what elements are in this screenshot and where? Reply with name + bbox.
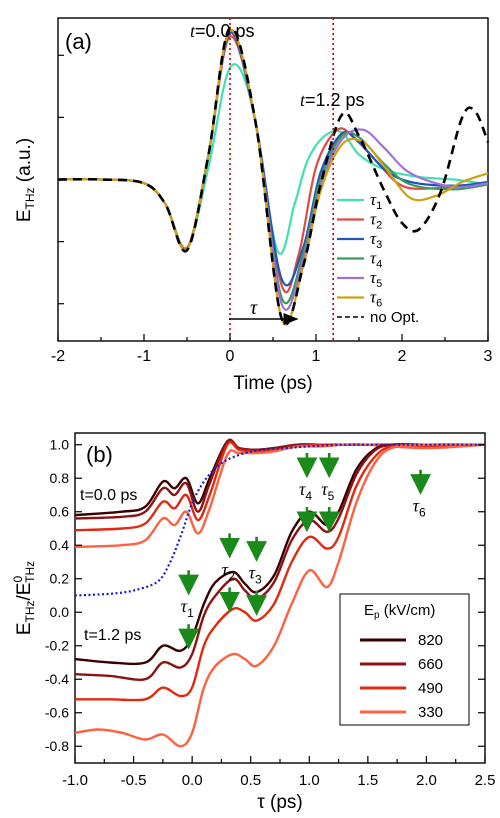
panel-b-y-tick-label-3: -0.4 (45, 671, 69, 687)
panel-b-y-tick-label-2: -0.6 (45, 705, 69, 721)
panel-a-series-line-1 (57, 63, 489, 255)
panel-a-legend-label-7: no Opt. (370, 309, 419, 326)
panel-b-t1-annotation: t=1.2 ps (84, 627, 141, 644)
panel-b-x-tick-label-7: 2.0 (416, 772, 437, 789)
panel-b-series-line-7 (75, 443, 486, 702)
panel-a-legend-label-5: τ5 (370, 268, 382, 290)
panel-a-legend-label-2: τ2 (370, 210, 382, 232)
panel-b-x-tick-label-5: 1.0 (299, 772, 320, 789)
panel-b-y-tick-label-10: 1.0 (50, 437, 70, 453)
panel-a-series-line-7 (57, 26, 490, 326)
panel-b-legend: Ep (kV/cm) 820 660 490 330 (339, 593, 470, 726)
panel-a-x-tick-label-5: 2 (398, 348, 407, 365)
panel-a-x-axis-label: Time (ps) (233, 373, 313, 394)
panel-a-tau-arrow-label: τ (250, 297, 258, 319)
panel-b-label: (b) (86, 442, 113, 467)
panel-b-y-tick-label-6: 0.2 (50, 571, 70, 587)
panel-b-y-tick-label-1: -0.8 (45, 738, 69, 754)
panel-b-ticks: -1.0 -0.5 0.0 0.5 1.0 1.5 2.0 2.5 -0.8 -0.6 -0.4 -0… (45, 437, 496, 789)
panel-b-x-tick-label-4: 0.5 (240, 772, 261, 789)
panel-b-tau-markers: τ1 τ2 τ3 τ4 τ5 τ6 (178, 452, 431, 650)
panel-b-x-tick-label-8: 2.5 (475, 772, 496, 789)
panel-a-label: (a) (65, 29, 92, 54)
panel-b-x-tick-label-3: 0.0 (182, 772, 203, 789)
panel-a-x-tick-label-4: 1 (312, 348, 321, 365)
panel-a-legend-label-4: τ4 (370, 249, 382, 271)
panel-a-x-tick-label-1: -2 (51, 348, 65, 365)
panel-a: -2 -1 0 1 2 3 (a) t=0.0 ps t=1.2 ps τ τ1τ2τ3τ… (14, 17, 493, 394)
panel-b-tau-label-6: τ6 (413, 496, 426, 520)
panel-a-t1-annotation: t=1.2 ps (300, 90, 365, 110)
panel-b-y-tick-label-8: 0.6 (50, 504, 70, 520)
panel-a-legend-label-1: τ1 (370, 190, 382, 212)
panel-a-series (57, 26, 490, 326)
panel-b-tau-label-5: τ5 (321, 479, 334, 503)
panel-b-series-line-8 (74, 443, 486, 748)
panel-b-legend-label-2: 660 (418, 656, 443, 673)
panel-b-series-line-9 (74, 443, 485, 597)
panel-a-t0-annotation: t=0.0 ps (190, 21, 255, 41)
panel-a-x-tick-label-3: 0 (226, 348, 235, 365)
panel-a-time-markers (229, 18, 335, 341)
panel-b-y-tick-label-7: 0.4 (50, 537, 70, 553)
panel-b-tau-label-4: τ4 (299, 479, 312, 503)
panel-b-x-tick-label-1: -1.0 (62, 772, 88, 789)
panel-a-y-axis-label: ETHz (a.u.) (14, 138, 37, 222)
panel-b-legend-label-3: 490 (418, 680, 443, 697)
panel-b-t0-annotation: t=0.0 ps (80, 487, 137, 504)
panel-a-legend-label-3: τ3 (370, 229, 382, 251)
panel-b-x-tick-label-6: 1.5 (357, 772, 378, 789)
panel-b-legend-entries: 820 660 490 330 (360, 632, 443, 721)
panel-a-legend-label-6: τ6 (370, 288, 382, 310)
panel-b-legend-title: Ep (kV/cm) (364, 602, 435, 621)
panel-b-y-tick-label-9: 0.8 (50, 470, 70, 486)
panel-b-tau-label-1: τ1 (181, 596, 194, 620)
panel-b-legend-label-1: 820 (418, 632, 443, 649)
panel-b-y-axis-label: ETHz/E0THz (11, 561, 37, 635)
panel-b: -1.0 -0.5 0.0 0.5 1.0 1.5 2.0 2.5 -0.8 -0.6 -0.4 -0… (11, 432, 496, 813)
panel-b-tau-label-2: τ2 (222, 559, 235, 583)
panel-a-x-tick-label-6: 3 (484, 348, 493, 365)
panel-b-legend-box (339, 593, 470, 726)
panel-b-x-tick-label-2: -0.5 (121, 772, 147, 789)
panel-b-x-axis-label: τ (ps) (257, 792, 303, 813)
panel-a-x-tick-label-2: -1 (137, 348, 151, 365)
panel-a-x-ticks: -2 -1 0 1 2 3 (51, 54, 493, 365)
panel-b-y-tick-label-4: -0.2 (45, 638, 69, 654)
panel-b-legend-label-4: 330 (418, 704, 443, 721)
panel-b-y-tick-label-5: 0.0 (50, 604, 70, 620)
panel-b-tau-label-3: τ3 (249, 563, 262, 587)
